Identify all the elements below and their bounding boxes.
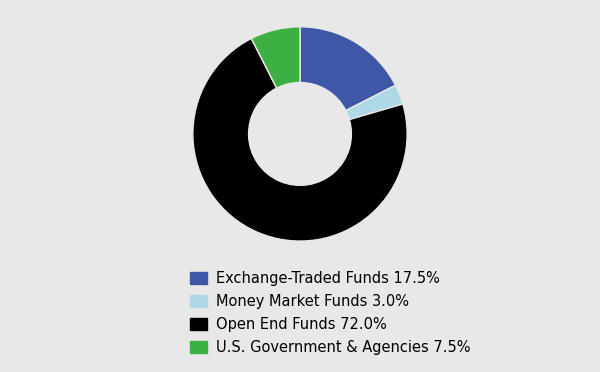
Wedge shape [346, 85, 403, 119]
Wedge shape [300, 27, 395, 110]
Legend: Exchange-Traded Funds 17.5%, Money Market Funds 3.0%, Open End Funds 72.0%, U.S.: Exchange-Traded Funds 17.5%, Money Marke… [184, 265, 476, 361]
Wedge shape [193, 38, 407, 241]
Wedge shape [251, 27, 300, 88]
